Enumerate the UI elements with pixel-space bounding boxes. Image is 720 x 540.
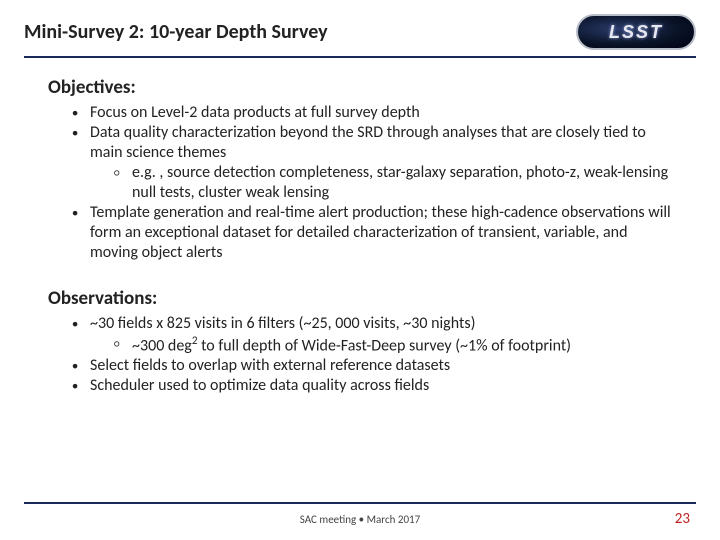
bullet-text: Focus on Level-2 data products at full s… <box>90 103 420 122</box>
list-item: ~30 fields x 825 visits in 6 filters (~2… <box>72 314 672 356</box>
list-item: ~300 deg2 to full depth of Wide-Fast-Dee… <box>114 334 672 356</box>
list-item: Select fields to overlap with external r… <box>72 356 672 376</box>
sub-list: ~300 deg2 to full depth of Wide-Fast-Dee… <box>90 334 672 356</box>
footer-rule <box>24 502 696 504</box>
list-item: Template generation and real-time alert … <box>72 203 672 263</box>
bullet-text: Data quality characterization beyond the… <box>90 123 646 162</box>
observations-list: ~30 fields x 825 visits in 6 filters (~2… <box>48 314 672 396</box>
list-item: Focus on Level-2 data products at full s… <box>72 103 672 123</box>
sub-list: e.g. , source detection completeness, st… <box>90 163 672 203</box>
list-item: e.g. , source detection completeness, st… <box>114 163 672 203</box>
bullet-text: Scheduler used to optimize data quality … <box>90 376 429 395</box>
slide-body: Objectives: Focus on Level-2 data produc… <box>0 58 720 396</box>
bullet-text: Template generation and real-time alert … <box>90 203 671 262</box>
footer-text: SAC meeting • March 2017 <box>0 513 720 526</box>
objectives-list: Focus on Level-2 data products at full s… <box>48 103 672 263</box>
list-item: Scheduler used to optimize data quality … <box>72 376 672 396</box>
bullet-text-post: to full depth of Wide-Fast-Deep survey (… <box>197 336 571 355</box>
bullet-text: Select fields to overlap with external r… <box>90 356 450 375</box>
page-number: 23 <box>675 510 690 528</box>
objectives-heading: Objectives: <box>48 76 672 99</box>
bullet-text: e.g. , source detection completeness, st… <box>132 163 668 202</box>
slide-title: Mini-Survey 2: 10-year Depth Survey <box>24 20 328 44</box>
bullet-text-pre: ~300 deg <box>132 336 192 355</box>
lsst-logo: LSST <box>576 14 696 50</box>
logo-text: LSST <box>609 22 663 43</box>
list-item: Data quality characterization beyond the… <box>72 123 672 203</box>
bullet-text: ~30 fields x 825 visits in 6 filters (~2… <box>90 314 475 333</box>
observations-heading: Observations: <box>48 287 672 310</box>
slide-header: Mini-Survey 2: 10-year Depth Survey LSST <box>0 0 720 50</box>
